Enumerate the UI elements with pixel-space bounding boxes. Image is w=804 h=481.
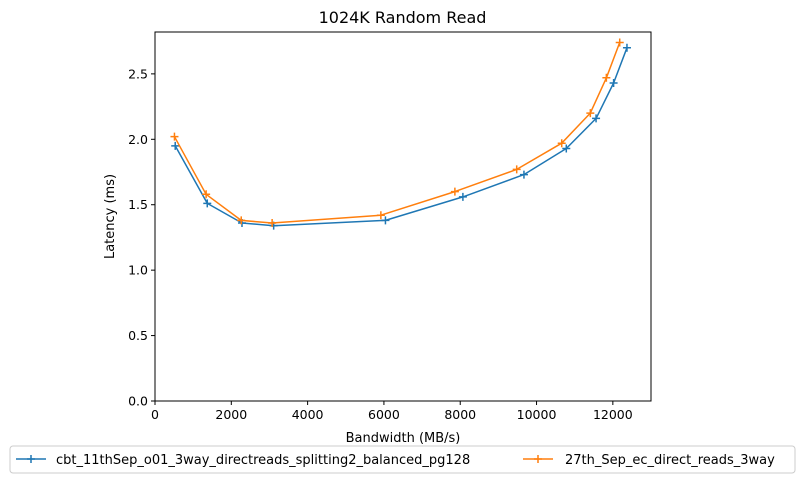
y-tick-label: 2.0: [128, 132, 148, 147]
y-axis-ticks: 0.0 0.5 1.0 1.5 2.0 2.5: [128, 66, 155, 409]
data-point-marker: [609, 79, 618, 88]
legend-frame: [9, 445, 796, 474]
legend-entry-2: 27th_Sep_ec_direct_reads_3way: [523, 453, 775, 468]
x-axis-ticks: 0 2000 4000 6000 8000 10000 12000: [151, 401, 633, 422]
x-tick-label: 10000: [517, 407, 557, 422]
data-point-marker: [203, 199, 212, 208]
legend-entry-1: cbt_11thSep_o01_3way_directreads_splitti…: [16, 453, 470, 468]
y-axis-label: Latency (ms): [103, 174, 118, 259]
chart-title: 1024K Random Read: [319, 8, 487, 27]
data-point-marker: [376, 211, 385, 220]
data-point-marker: [381, 216, 390, 225]
series-2: [170, 38, 624, 228]
x-axis-label: Bandwidth (MB/s): [346, 431, 461, 446]
y-tick-label: 1.0: [128, 263, 148, 278]
data-point-marker: [202, 190, 211, 199]
x-tick-label: 2000: [215, 407, 247, 422]
data-point-marker: [512, 165, 521, 174]
legend-marker-1: [27, 455, 35, 463]
data-point-marker: [602, 73, 611, 82]
data-point-marker: [450, 187, 459, 196]
y-tick-label: 0.0: [128, 394, 148, 409]
legend-label-1: cbt_11thSep_o01_3way_directreads_splitti…: [56, 453, 470, 468]
x-tick-label: 8000: [444, 407, 476, 422]
data-point-marker: [458, 192, 467, 201]
x-tick-label: 0: [151, 407, 159, 422]
plot-area: 0 2000 4000 6000 8000 10000 12000 0.0 0.5 1.0 1.5…: [128, 31, 652, 422]
data-point-marker: [615, 38, 624, 47]
series-group: [170, 38, 631, 230]
data-point-marker: [519, 170, 528, 179]
y-tick-label: 2.5: [128, 66, 148, 81]
axes-frame: [154, 31, 652, 402]
legend-marker-2: [534, 455, 542, 463]
y-tick-label: 0.5: [128, 328, 148, 343]
data-point-marker: [171, 141, 180, 150]
data-point-marker: [586, 109, 595, 118]
x-tick-label: 6000: [368, 407, 400, 422]
data-point-marker: [562, 144, 571, 153]
data-point-marker: [557, 139, 566, 148]
legend: cbt_11thSep_o01_3way_directreads_splitti…: [9, 445, 796, 474]
data-point-marker: [268, 219, 277, 228]
x-tick-label: 4000: [292, 407, 324, 422]
data-point-marker: [170, 132, 179, 141]
legend-label-2: 27th_Sep_ec_direct_reads_3way: [565, 453, 775, 468]
x-tick-label: 12000: [593, 407, 633, 422]
y-tick-label: 1.5: [128, 197, 148, 212]
data-point-marker: [622, 43, 631, 52]
data-point-marker: [592, 114, 601, 123]
data-point-marker: [237, 216, 246, 225]
